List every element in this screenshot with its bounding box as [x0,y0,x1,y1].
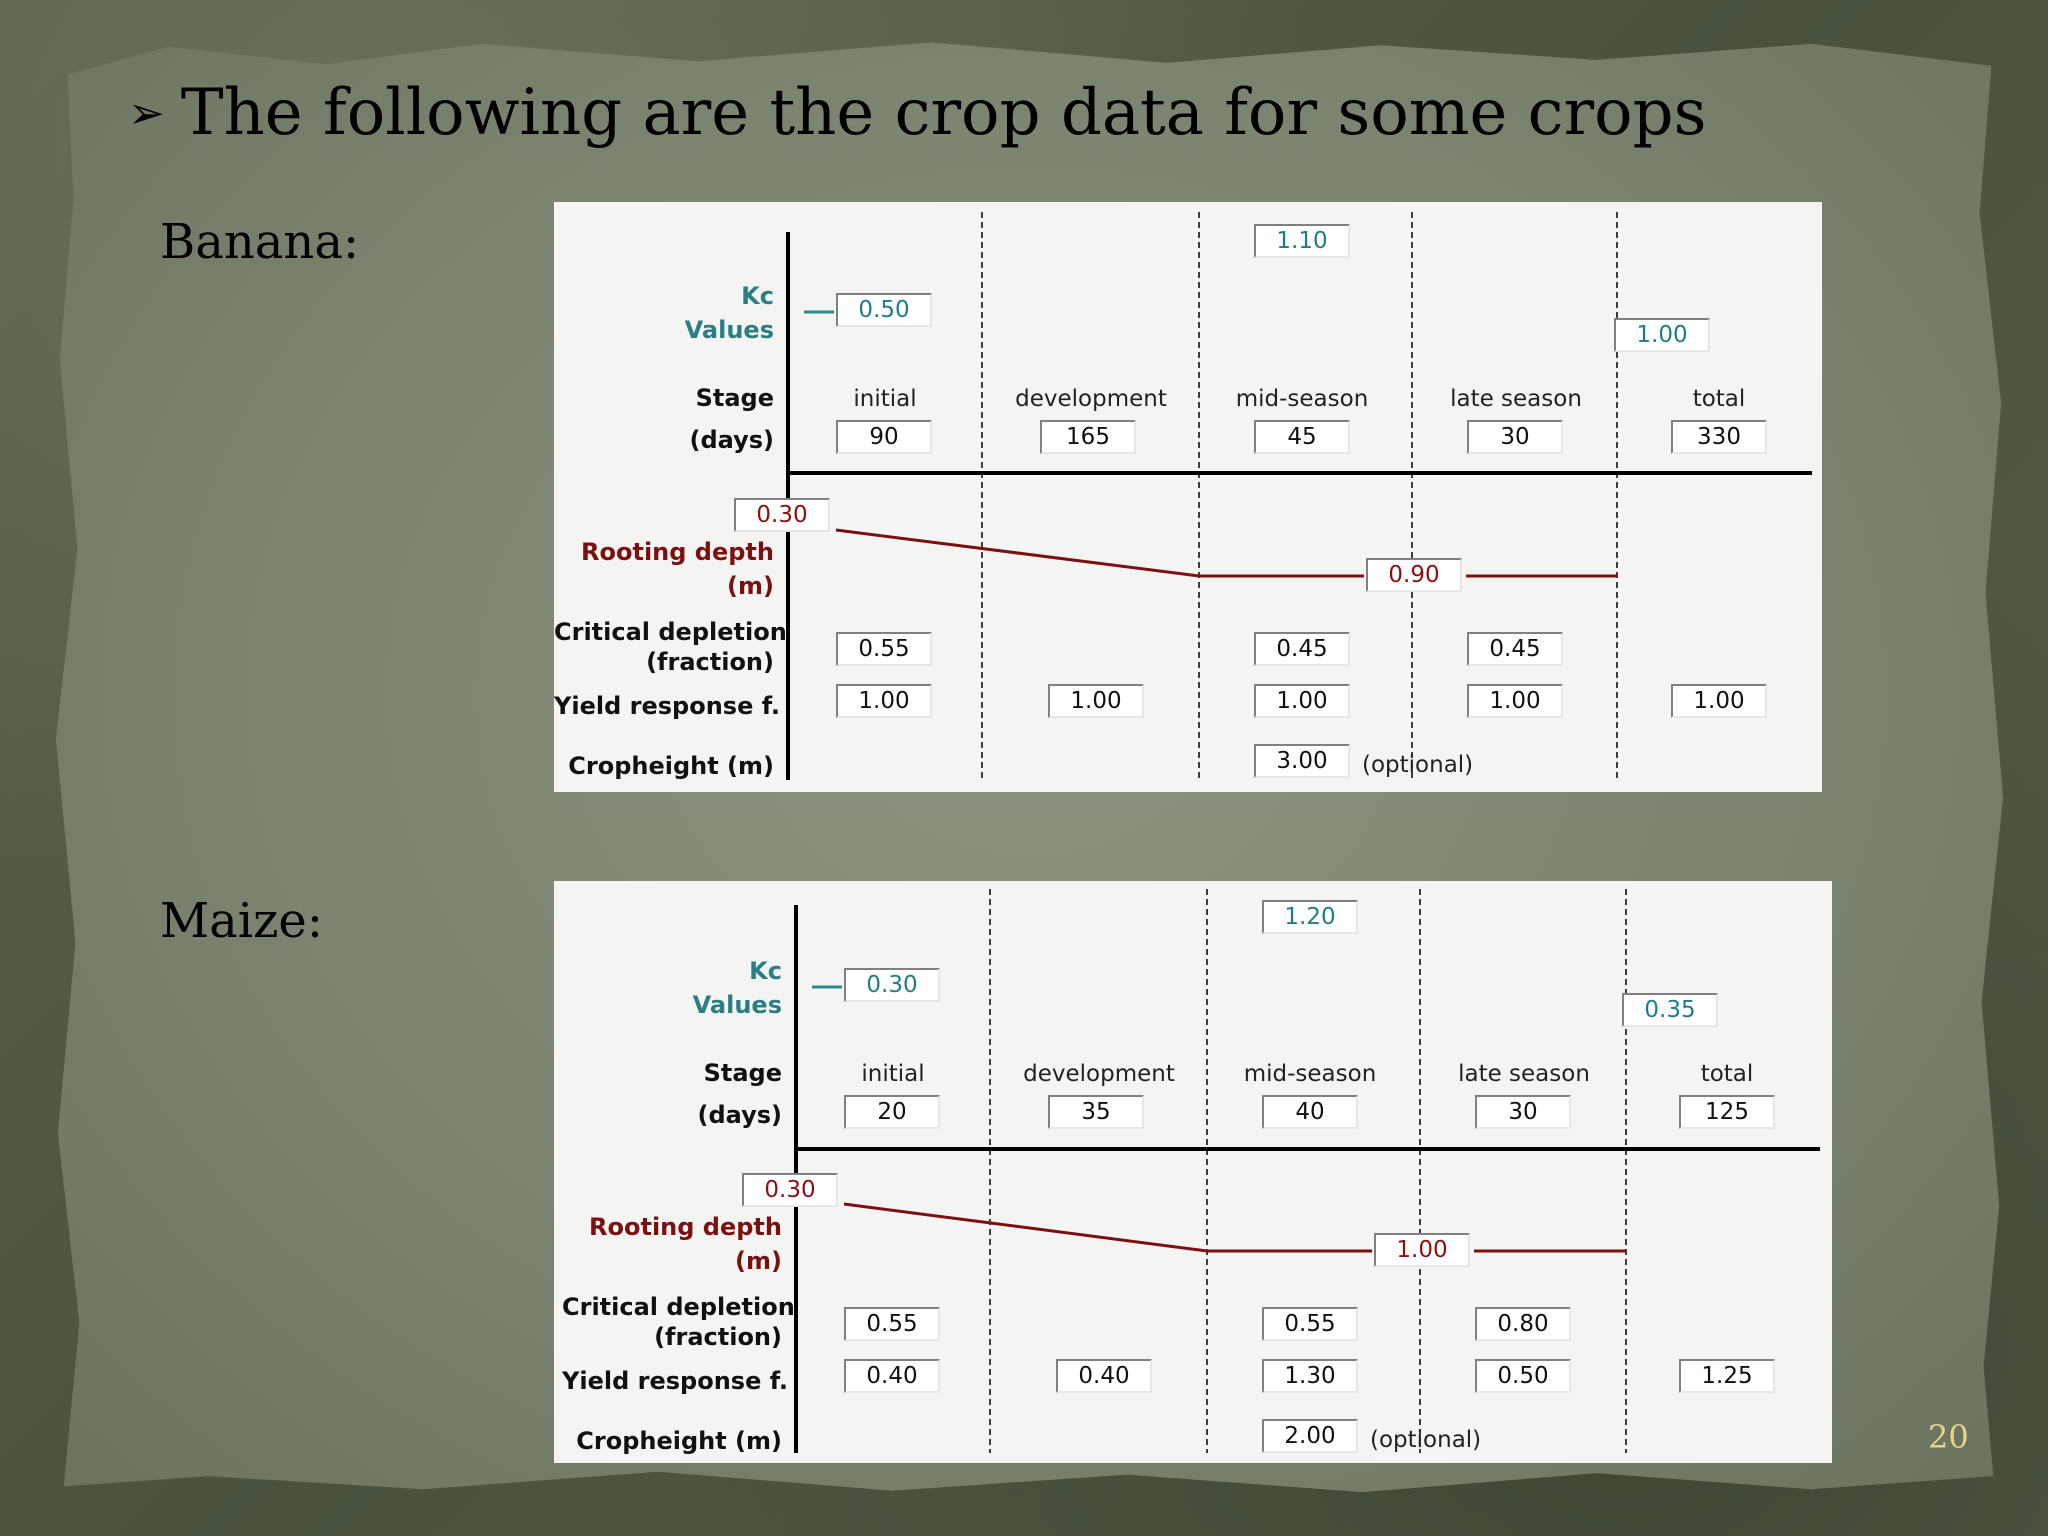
critical-depletion-label: Critical depletion [562,1293,795,1321]
yield-response-development-field[interactable]: 0.40 [1056,1359,1152,1393]
kc-label: Kc [749,957,782,985]
stage-name-late-season: late season [1458,1061,1590,1087]
stage-name-initial: initial [853,386,917,412]
stage-name-mid-season: mid-season [1243,1061,1377,1087]
stage-days-initial-field[interactable]: 90 [836,420,932,454]
crop-data-panel-maize: Kc Values Stage (days) Rooting depth (m)… [554,881,1832,1463]
rooting-depth-label: Rooting depth [589,1213,782,1241]
stage-name-development: development [1023,1061,1175,1087]
rooting-depth-unit-label: (m) [735,1247,782,1275]
rooting-depth-min-field[interactable]: 0.30 [734,498,830,532]
crop-height-field[interactable]: 3.00 [1254,744,1350,778]
stage-name-mid-season: mid-season [1235,386,1369,412]
critical-depletion-late-field[interactable]: 0.80 [1475,1307,1571,1341]
stage-name-total: total [1700,1061,1754,1087]
stage-days-total-field[interactable]: 125 [1679,1095,1775,1129]
kc-initial-field[interactable]: 0.30 [844,968,940,1002]
stage-days-total-field[interactable]: 330 [1671,420,1767,454]
yield-response-total-field[interactable]: 1.25 [1679,1359,1775,1393]
stage-name-initial: initial [861,1061,925,1087]
kc-label: Values [684,316,774,344]
stage-days-mid-season-field[interactable]: 45 [1254,420,1350,454]
yield-response-initial-field[interactable]: 1.00 [836,684,932,718]
yield-response-total-field[interactable]: 1.00 [1671,684,1767,718]
crop-height-label: Cropheight (m) [568,752,774,780]
yield-response-label: Yield response f. [554,692,780,720]
critical-depletion-late-field[interactable]: 0.45 [1467,632,1563,666]
rooting-depth-curve [843,1202,1372,1253]
rooting-depth-min-field[interactable]: 0.30 [742,1173,838,1207]
stage-name-development: development [1015,386,1167,412]
optional-note: (optional) [1370,1427,1482,1453]
yield-response-late-field[interactable]: 0.50 [1475,1359,1571,1393]
arrow-bullet-icon: ➢ [128,87,165,139]
page-number: 20 [1928,1418,1969,1456]
kc-end-field[interactable]: 1.00 [1614,318,1710,352]
critical-depletion-initial-field[interactable]: 0.55 [844,1307,940,1341]
rooting-depth-max-field[interactable]: 0.90 [1366,558,1462,592]
crop-label-maize: Maize: [160,893,323,949]
stage-name-total: total [1692,386,1746,412]
yield-response-label: Yield response f. [562,1367,788,1395]
kc-mid-field[interactable]: 1.10 [1254,224,1350,258]
yield-response-mid-field[interactable]: 1.00 [1254,684,1350,718]
critical-depletion-mid-field[interactable]: 0.55 [1262,1307,1358,1341]
days-label: (days) [689,426,774,454]
stage-label: Stage [695,384,774,412]
slide-title-text: The following are the crop data for some… [180,76,1707,150]
stage-days-development-field[interactable]: 165 [1040,420,1136,454]
stage-days-late-season-field[interactable]: 30 [1475,1095,1571,1129]
critical-depletion-unit-label: (fraction) [646,648,774,676]
kc-label: Kc [741,282,774,310]
stage-days-mid-season-field[interactable]: 40 [1262,1095,1358,1129]
critical-depletion-mid-field[interactable]: 0.45 [1254,632,1350,666]
rooting-depth-label: Rooting depth [581,538,774,566]
yield-response-late-field[interactable]: 1.00 [1467,684,1563,718]
rooting-depth-curve [835,528,1364,578]
crop-height-field[interactable]: 2.00 [1262,1419,1358,1453]
days-label: (days) [697,1101,782,1129]
stage-name-late-season: late season [1450,386,1582,412]
stage-label: Stage [703,1059,782,1087]
optional-note: (optional) [1362,752,1474,778]
slide-title: ➢ The following are the crop data for so… [128,76,1706,150]
kc-end-field[interactable]: 0.35 [1622,993,1718,1027]
stage-days-initial-field[interactable]: 20 [844,1095,940,1129]
rooting-depth-unit-label: (m) [727,572,774,600]
critical-depletion-initial-field[interactable]: 0.55 [836,632,932,666]
rooting-depth-max-field[interactable]: 1.00 [1374,1233,1470,1267]
stage-days-late-season-field[interactable]: 30 [1467,420,1563,454]
kc-label: Values [692,991,782,1019]
crop-data-panel-banana: Kc Values Stage (days) Rooting depth (m)… [554,202,1822,792]
kc-initial-field[interactable]: 0.50 [836,293,932,327]
crop-height-label: Cropheight (m) [576,1427,782,1455]
critical-depletion-unit-label: (fraction) [654,1323,782,1351]
critical-depletion-label: Critical depletion [554,618,787,646]
yield-response-initial-field[interactable]: 0.40 [844,1359,940,1393]
stage-days-development-field[interactable]: 35 [1048,1095,1144,1129]
kc-mid-field[interactable]: 1.20 [1262,900,1358,934]
yield-response-development-field[interactable]: 1.00 [1048,684,1144,718]
crop-label-banana: Banana: [160,214,360,270]
yield-response-mid-field[interactable]: 1.30 [1262,1359,1358,1393]
